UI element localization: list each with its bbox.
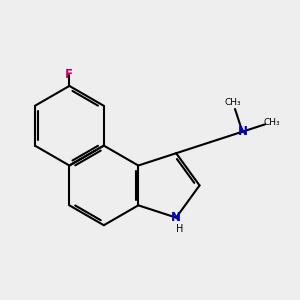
Text: H: H (176, 224, 184, 234)
Text: F: F (65, 68, 74, 81)
Text: CH₃: CH₃ (224, 98, 241, 107)
Text: N: N (237, 125, 248, 138)
Text: CH₃: CH₃ (264, 118, 280, 127)
Text: N: N (171, 211, 181, 224)
